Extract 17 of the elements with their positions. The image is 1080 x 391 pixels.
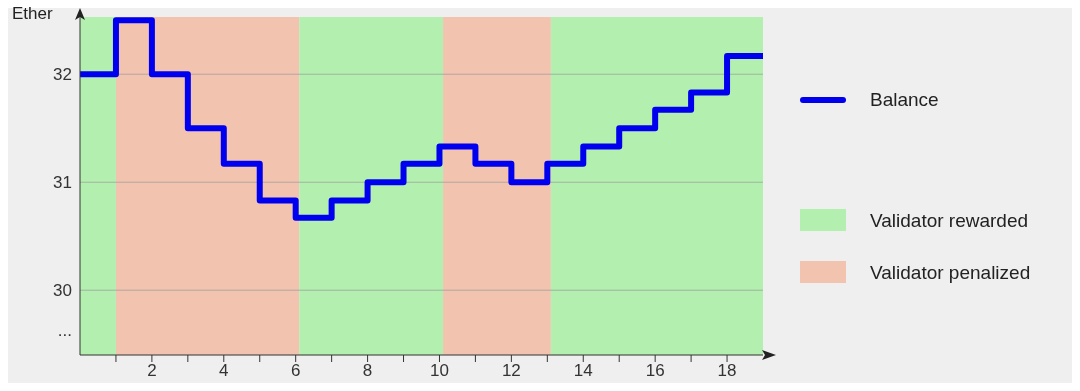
x-tick-label: 18 xyxy=(717,361,737,381)
x-tick-label: 12 xyxy=(501,361,521,381)
legend-label: Balance xyxy=(870,89,939,111)
y-tick-label: 31 xyxy=(53,173,72,193)
y-tick-label: 30 xyxy=(53,281,72,301)
text: Validator penalized xyxy=(870,262,1031,283)
x-tick-label: 4 xyxy=(219,361,229,381)
x-tick-label: 2 xyxy=(147,361,157,381)
x-tick-label: 10 xyxy=(430,361,449,381)
x-tick-label: 8 xyxy=(362,361,373,381)
text: Validator rewarded xyxy=(870,210,1029,231)
x-tick-label: 16 xyxy=(645,361,665,381)
y-tick-label: 32 xyxy=(53,65,72,85)
x-tick-label: 6 xyxy=(290,361,301,381)
y-axis-title: Ether xyxy=(12,4,53,24)
y-tick-label: ... xyxy=(57,321,72,341)
x-tick-label: 14 xyxy=(573,361,593,381)
